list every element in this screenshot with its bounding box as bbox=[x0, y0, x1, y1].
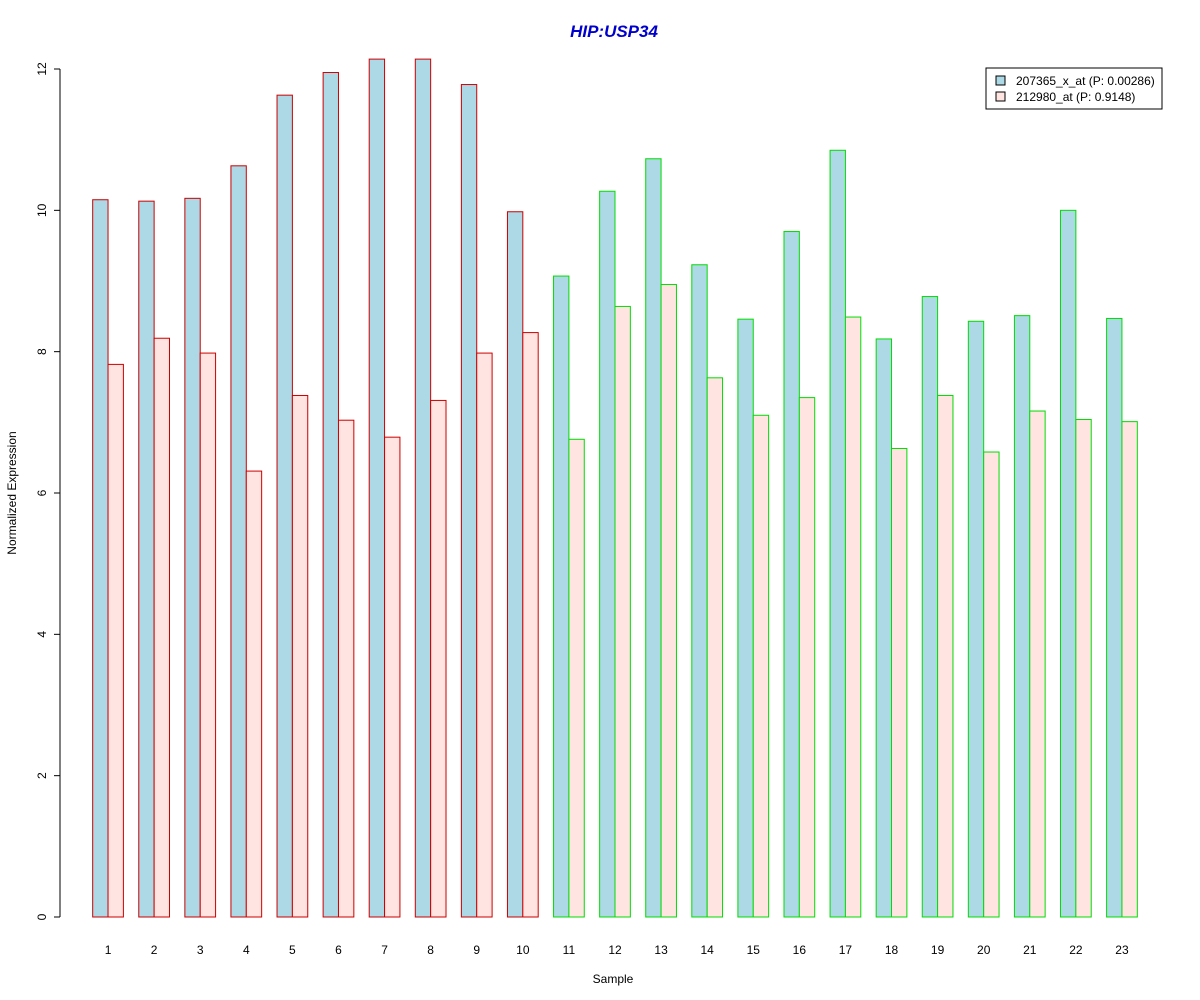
bar-sample-14-series-1 bbox=[691, 264, 708, 918]
bar-sample-5-series-2 bbox=[291, 394, 309, 918]
y-tick-label: 4 bbox=[35, 631, 49, 638]
x-tick-labels: 1 2 3 4 5 6 7 8 9 10 11 12 13 14 15 16 17 18 19 20 21 22 23 bbox=[105, 943, 1129, 957]
bar-sample-1-series-2 bbox=[107, 363, 124, 918]
bars-group bbox=[92, 58, 1138, 918]
bar-sample-13-series-2 bbox=[660, 284, 677, 918]
bar-sample-15-series-2 bbox=[752, 414, 770, 918]
y-tick-label: 2 bbox=[35, 772, 49, 779]
bar-sample-3-series-1 bbox=[184, 197, 201, 918]
x-tick-label: 9 bbox=[473, 943, 480, 957]
x-tick-label: 17 bbox=[839, 943, 853, 957]
bar-sample-10-series-1 bbox=[506, 211, 524, 918]
bar-sample-21-series-1 bbox=[1013, 315, 1031, 918]
bar-sample-17-series-1 bbox=[829, 149, 846, 918]
legend-swatch-series-2 bbox=[995, 91, 1006, 102]
x-tick-label: 15 bbox=[747, 943, 761, 957]
bar-sample-22-series-1 bbox=[1060, 209, 1077, 918]
bar-sample-2-series-1 bbox=[138, 200, 155, 918]
y-axis: 0 2 4 6 8 10 12 bbox=[35, 62, 61, 920]
y-tick-label: 12 bbox=[35, 62, 49, 76]
y-axis-label: Normalized Expression bbox=[5, 431, 19, 554]
x-tick-label: 22 bbox=[1069, 943, 1083, 957]
y-tick-label: 10 bbox=[35, 203, 49, 217]
bar-sample-17-series-2 bbox=[844, 316, 862, 918]
bar-sample-9-series-2 bbox=[476, 352, 493, 918]
bar-sample-8-series-1 bbox=[414, 58, 432, 918]
x-tick-label: 3 bbox=[197, 943, 204, 957]
legend-swatch-series-1 bbox=[995, 75, 1006, 86]
bar-sample-6-series-1 bbox=[322, 72, 339, 918]
bar-sample-9-series-1 bbox=[460, 84, 478, 918]
x-tick-label: 11 bbox=[563, 943, 576, 957]
legend-box bbox=[985, 67, 1163, 110]
bar-sample-23-series-2 bbox=[1121, 421, 1138, 918]
x-tick-label: 19 bbox=[931, 943, 945, 957]
x-tick-label: 8 bbox=[427, 943, 434, 957]
x-tick-label: 13 bbox=[654, 943, 668, 957]
bar-sample-22-series-2 bbox=[1075, 419, 1092, 918]
bar-sample-23-series-1 bbox=[1106, 317, 1123, 918]
x-tick-label: 18 bbox=[885, 943, 899, 957]
bar-sample-16-series-1 bbox=[783, 231, 800, 918]
bar-sample-12-series-2 bbox=[614, 305, 631, 918]
bar-sample-7-series-1 bbox=[368, 58, 386, 918]
bar-sample-20-series-2 bbox=[983, 451, 1000, 918]
bar-sample-18-series-1 bbox=[875, 338, 893, 918]
legend: 207365_x_at (P: 0.00286) 212980_at (P: 0… bbox=[985, 67, 1163, 110]
x-tick-label: 12 bbox=[608, 943, 622, 957]
x-tick-label: 14 bbox=[700, 943, 714, 957]
bar-sample-7-series-2 bbox=[384, 436, 401, 918]
legend-label-series-2: 212980_at (P: 0.9148) bbox=[1016, 90, 1135, 104]
bar-sample-21-series-2 bbox=[1029, 410, 1046, 918]
bar-sample-6-series-2 bbox=[337, 419, 355, 918]
x-tick-label: 1 bbox=[105, 943, 112, 957]
bar-sample-20-series-1 bbox=[967, 320, 985, 918]
x-axis-label: Sample bbox=[593, 972, 634, 986]
chart-title: HIP:USP34 bbox=[570, 22, 658, 41]
bar-sample-1-series-1 bbox=[92, 199, 109, 918]
x-tick-label: 20 bbox=[977, 943, 991, 957]
bar-sample-15-series-1 bbox=[737, 318, 754, 918]
bar-sample-4-series-2 bbox=[245, 470, 263, 918]
bar-sample-8-series-2 bbox=[430, 399, 447, 918]
bar-sample-3-series-2 bbox=[199, 352, 217, 918]
bar-sample-2-series-2 bbox=[153, 337, 170, 918]
bar-sample-11-series-2 bbox=[568, 438, 585, 918]
bar-sample-5-series-1 bbox=[276, 94, 293, 918]
bar-sample-13-series-1 bbox=[645, 158, 662, 918]
bar-sample-19-series-2 bbox=[937, 394, 954, 918]
bar-sample-16-series-2 bbox=[798, 397, 816, 918]
x-tick-label: 10 bbox=[516, 943, 530, 957]
y-tick-label: 6 bbox=[35, 489, 49, 496]
x-tick-label: 5 bbox=[289, 943, 296, 957]
bar-sample-14-series-2 bbox=[706, 377, 724, 918]
y-tick-label: 8 bbox=[35, 348, 49, 355]
bar-sample-19-series-1 bbox=[921, 296, 939, 918]
y-tick-label: 0 bbox=[35, 913, 49, 920]
x-tick-label: 2 bbox=[151, 943, 158, 957]
x-tick-label: 16 bbox=[793, 943, 807, 957]
x-tick-label: 7 bbox=[381, 943, 388, 957]
legend-label-series-1: 207365_x_at (P: 0.00286) bbox=[1016, 74, 1155, 88]
bar-sample-11-series-1 bbox=[553, 275, 570, 918]
x-tick-label: 23 bbox=[1115, 943, 1129, 957]
x-tick-label: 4 bbox=[243, 943, 250, 957]
bar-sample-12-series-1 bbox=[599, 190, 616, 918]
bar-sample-10-series-2 bbox=[522, 332, 539, 918]
bar-sample-18-series-2 bbox=[891, 447, 908, 918]
bar-sample-4-series-1 bbox=[230, 165, 247, 918]
x-tick-label: 6 bbox=[335, 943, 342, 957]
x-tick-label: 21 bbox=[1023, 943, 1037, 957]
